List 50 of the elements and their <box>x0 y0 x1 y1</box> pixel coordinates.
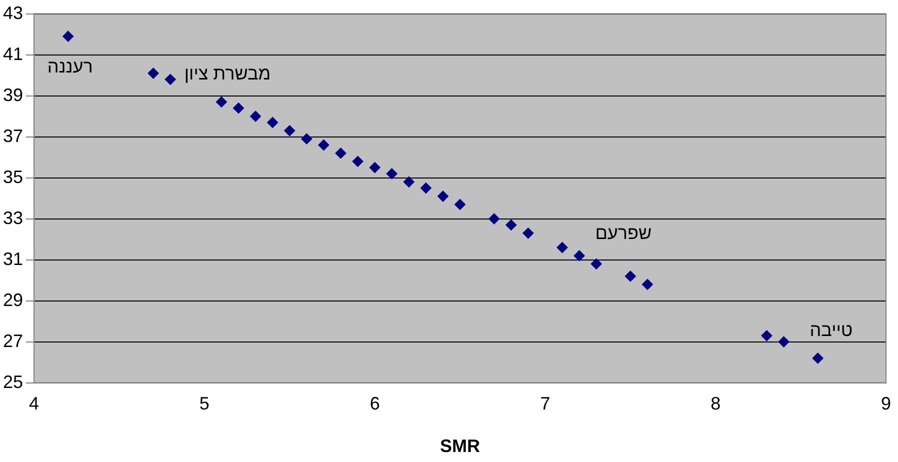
point <box>216 96 227 108</box>
y-tick-label: 29 <box>2 290 24 310</box>
y-tick-label: 25 <box>2 372 24 392</box>
point <box>761 330 772 342</box>
point <box>62 30 74 42</box>
annotation: שפרעם <box>595 223 652 244</box>
point <box>624 270 636 282</box>
point <box>369 162 380 174</box>
point <box>454 198 466 210</box>
x-tick-label: 9 <box>880 394 892 414</box>
point <box>403 176 414 188</box>
point <box>437 190 448 202</box>
annotation: מבשרת ציון <box>184 63 271 84</box>
point <box>778 336 790 348</box>
point <box>148 68 159 79</box>
point <box>386 168 398 180</box>
point <box>267 116 278 128</box>
x-tick-label: 6 <box>370 394 380 414</box>
x-tick-label: 5 <box>199 394 210 414</box>
point <box>250 110 262 122</box>
y-tick-label: 33 <box>2 208 24 228</box>
point <box>522 228 534 239</box>
y-tick-label: 35 <box>2 166 24 187</box>
annotation: רעננה <box>47 56 93 76</box>
y-tick-label: 41 <box>2 44 24 64</box>
y-tick-label: 27 <box>2 330 24 351</box>
annotation: טייבה <box>810 320 853 340</box>
point <box>335 148 346 159</box>
x-tick-label: 7 <box>540 394 550 414</box>
point <box>284 125 296 136</box>
point <box>352 156 364 167</box>
point <box>574 250 585 262</box>
y-tick-label: 43 <box>2 2 24 23</box>
point <box>164 74 176 85</box>
point <box>506 219 517 230</box>
y-tick-label: 31 <box>2 248 24 269</box>
point <box>590 258 602 270</box>
x-tick-label: 8 <box>710 394 721 414</box>
point <box>812 352 824 364</box>
point <box>318 140 330 150</box>
x-axis-title: SMR <box>440 436 480 456</box>
x-tick-label: 4 <box>29 394 40 414</box>
point <box>301 133 312 144</box>
point <box>232 102 244 114</box>
point <box>488 213 500 224</box>
y-tick-label: 39 <box>2 84 24 105</box>
point <box>642 278 653 290</box>
point <box>556 242 568 253</box>
y-tick-label: 37 <box>2 126 24 146</box>
point <box>420 182 432 194</box>
